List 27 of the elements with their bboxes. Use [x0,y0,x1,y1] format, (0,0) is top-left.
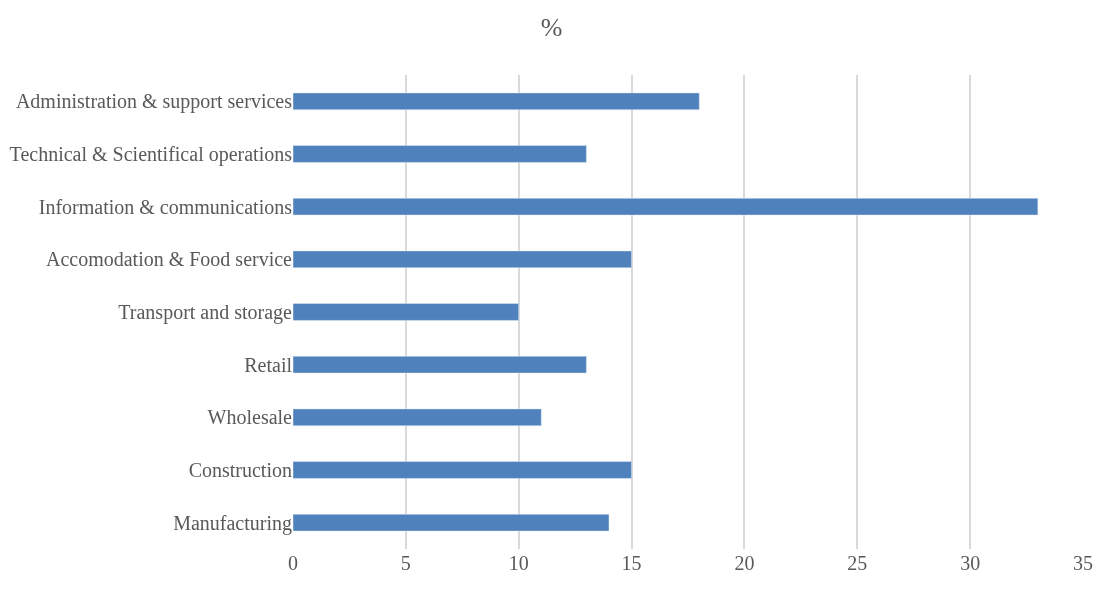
y-tick-label: Information & communications [38,195,293,218]
x-tick-label: 25 [847,552,868,574]
y-tick-label: Transport and storage [118,301,293,324]
x-tick-label: 5 [400,552,411,574]
bar [293,303,519,321]
y-tick-label: Retail [244,353,293,376]
x-tick-label: 35 [1073,552,1093,574]
x-tick-label: 20 [734,552,755,574]
x-tick-label: 10 [508,552,529,574]
y-tick-label: Construction [188,459,292,481]
bar [293,250,632,269]
bar [293,197,1039,216]
y-tick-label: Manufacturing [173,511,292,535]
bar [293,461,632,479]
y-tick-label: Wholesale [207,406,293,429]
bar [293,92,700,111]
bar [293,408,542,427]
bar [293,145,587,163]
bar [293,355,587,374]
x-tick-label: 0 [288,552,298,574]
bar [293,513,610,532]
y-tick-label: Accomodation & Food service [45,248,293,271]
chart-title: % [540,13,563,43]
x-tick-label: 15 [621,552,642,574]
x-tick-label: 30 [960,552,981,574]
y-tick-label: Technical & Scientifical operations [9,143,293,166]
y-tick-label: Administration & support services [15,90,293,114]
